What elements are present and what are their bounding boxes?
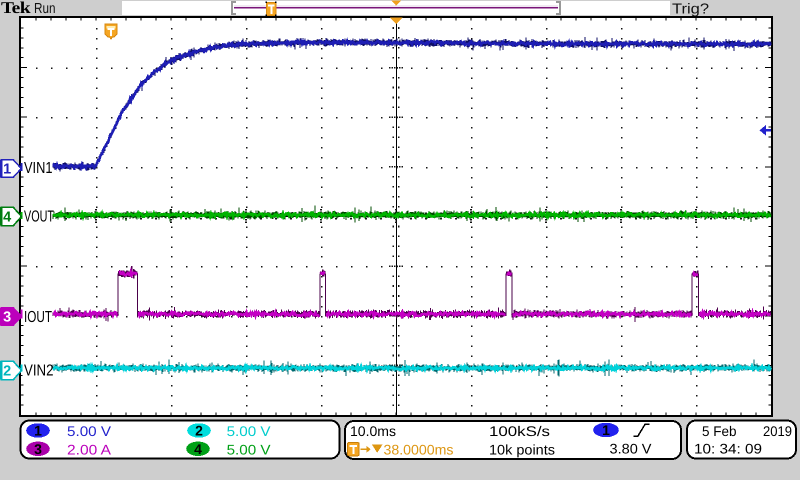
svg-text:VOUT: VOUT: [24, 209, 54, 226]
svg-text:4: 4: [194, 441, 202, 457]
svg-text:5.00 V: 5.00 V: [227, 441, 272, 457]
svg-text:1: 1: [3, 162, 11, 178]
svg-text:2019: 2019: [763, 423, 792, 439]
svg-text:1: 1: [602, 422, 610, 438]
svg-text:4: 4: [3, 210, 11, 226]
svg-text:5.00 V: 5.00 V: [227, 423, 272, 439]
svg-text:10: 34: 09: 10: 34: 09: [694, 441, 762, 457]
svg-text:2: 2: [195, 423, 203, 439]
svg-text:2.00 A: 2.00 A: [67, 441, 112, 457]
svg-text:100kS/s: 100kS/s: [489, 423, 550, 439]
svg-text:38.0000ms: 38.0000ms: [384, 441, 454, 457]
svg-text:10k points: 10k points: [489, 441, 555, 457]
svg-text:10.0ms: 10.0ms: [350, 423, 396, 439]
svg-text:3: 3: [3, 310, 11, 326]
svg-text:VIN2: VIN2: [24, 363, 54, 380]
svg-text:1: 1: [34, 423, 42, 439]
svg-text:Tek: Tek: [1, 0, 32, 17]
svg-text:3: 3: [34, 441, 42, 457]
svg-text:Trig?: Trig?: [672, 2, 709, 18]
svg-text:5.00 V: 5.00 V: [67, 423, 112, 439]
svg-text:IOUT: IOUT: [24, 309, 52, 326]
svg-text:3.80 V: 3.80 V: [610, 441, 653, 457]
svg-text:VIN1: VIN1: [24, 160, 53, 177]
svg-text:Run: Run: [34, 1, 56, 17]
svg-text:5 Feb: 5 Feb: [702, 423, 737, 439]
svg-text:2: 2: [3, 364, 11, 380]
